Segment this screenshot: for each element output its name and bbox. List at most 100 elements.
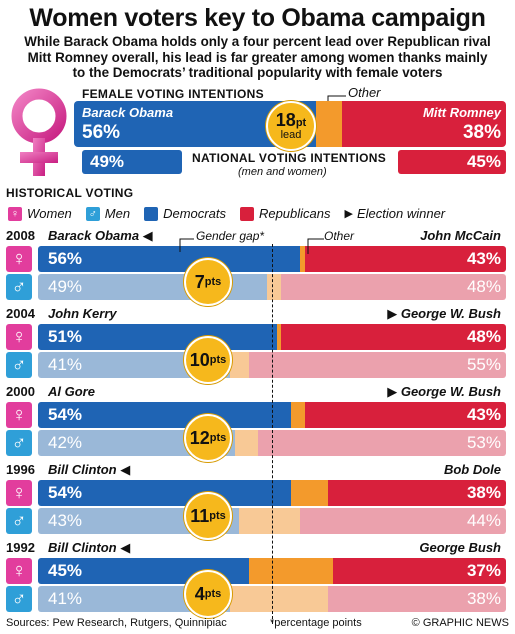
women-dem-pct: 56% xyxy=(48,249,83,268)
dem-segment xyxy=(38,508,240,534)
dem-segment xyxy=(38,274,268,300)
legend-women-label: Women xyxy=(27,206,72,221)
male-symbol-icon: ♂ xyxy=(6,508,32,534)
gender-gap-badge: 10 pts xyxy=(184,336,232,384)
dem-segment xyxy=(38,586,230,612)
rep-segment xyxy=(281,324,506,350)
women-rep-pct: 43% xyxy=(466,249,501,268)
female-dem-name: Barack Obama xyxy=(82,105,174,120)
fifty-percent-line xyxy=(272,244,273,624)
legend-men-label: Men xyxy=(104,206,131,221)
men-bar xyxy=(38,274,506,300)
footer-credit: © GRAPHIC NEWS xyxy=(411,617,509,629)
gap-number: 4 xyxy=(194,583,205,604)
women-bar xyxy=(38,402,506,428)
dem-segment xyxy=(38,352,230,378)
rep-segment xyxy=(328,586,506,612)
national-rep-bar xyxy=(398,150,506,174)
gap-number: 11 xyxy=(190,505,210,526)
rep-segment xyxy=(257,430,506,456)
gap-unit: pts xyxy=(209,510,226,522)
female-other-segment xyxy=(315,101,342,147)
legend-winner-label: Election winner xyxy=(356,206,446,221)
historical-heading: HISTORICAL VOTING xyxy=(6,186,134,200)
dem-candidate-name: John Kerry xyxy=(48,306,117,321)
legend-democrats: Democrats xyxy=(144,206,226,221)
other-segment xyxy=(248,558,333,584)
rep-segment xyxy=(304,246,506,272)
women-rep-pct: 38% xyxy=(466,483,501,502)
female-symbol-icon: ♀ xyxy=(6,480,32,506)
legend-republicans: Republicans xyxy=(239,206,331,221)
other-segment xyxy=(276,324,282,350)
rep-segment xyxy=(281,274,506,300)
rep-segment xyxy=(300,508,506,534)
rep-segment xyxy=(304,402,506,428)
national-intentions-sub: (men and women) xyxy=(238,166,327,178)
legend-republicans-label: Republicans xyxy=(258,206,331,221)
rep-segment xyxy=(328,480,506,506)
women-bar xyxy=(38,558,506,584)
year-label: 2000 xyxy=(6,384,35,399)
gender-gap-badge: 12 pts xyxy=(184,414,232,462)
men-dem-pct: 41% xyxy=(48,355,83,374)
men-dem-pct: 41% xyxy=(48,589,83,608)
legend-democrats-label: Democrats xyxy=(163,206,226,221)
dem-candidate-name: Al Gore xyxy=(48,384,95,399)
legend-women: ♀ Women xyxy=(8,206,72,221)
year-label: 1996 xyxy=(6,462,35,477)
men-dem-pct: 42% xyxy=(48,433,83,452)
male-symbol-icon: ♂ xyxy=(6,352,32,378)
female-lead-badge: 18pt lead xyxy=(266,101,316,151)
male-symbol-icon: ♂ xyxy=(6,274,32,300)
gap-unit: pts xyxy=(209,354,227,366)
dem-segment xyxy=(38,558,249,584)
historical-other-label: Other xyxy=(324,229,355,243)
female-symbol-icon: ♀ xyxy=(6,402,32,428)
men-dem-pct: 49% xyxy=(48,277,83,296)
female-rep-segment xyxy=(341,101,506,147)
national-rep-pct: 45% xyxy=(466,152,501,171)
republican-swatch xyxy=(239,206,254,221)
year-label: 2008 xyxy=(6,228,35,243)
male-symbol-icon: ♂ xyxy=(85,206,100,221)
democrat-swatch xyxy=(144,206,159,221)
male-symbol-icon: ♂ xyxy=(6,430,32,456)
female-symbol-icon xyxy=(11,88,67,176)
women-dem-pct: 54% xyxy=(48,483,83,502)
dem-segment xyxy=(38,402,291,428)
gap-unit: pts xyxy=(204,588,222,600)
women-bar xyxy=(38,480,506,506)
women-rep-pct: 43% xyxy=(466,405,501,424)
gender-gap-label: Gender gap* xyxy=(196,229,265,243)
men-bar xyxy=(38,586,506,612)
gender-gap-badge: 11 pts xyxy=(184,492,232,540)
female-symbol-icon: ♀ xyxy=(6,324,32,350)
men-dem-pct: 43% xyxy=(48,511,83,530)
other-segment xyxy=(234,430,258,456)
other-segment xyxy=(290,402,305,428)
dem-segment xyxy=(38,430,235,456)
men-bar xyxy=(38,352,506,378)
lead-number: 18 xyxy=(275,110,296,130)
other-segment xyxy=(267,274,282,300)
rep-candidate-name: ▶ George W. Bush xyxy=(387,384,501,399)
gap-number: 12 xyxy=(189,427,210,448)
other-segment xyxy=(239,508,301,534)
legend-winner: ▶ Election winner xyxy=(345,206,446,221)
men-rep-pct: 44% xyxy=(466,511,501,530)
rep-segment xyxy=(248,352,506,378)
other-label: Other xyxy=(348,85,381,100)
women-dem-pct: 51% xyxy=(48,327,83,346)
subtitle: While Barack Obama holds only a four per… xyxy=(0,34,515,81)
women-bar xyxy=(38,324,506,350)
legend-men: ♂ Men xyxy=(85,206,131,221)
gap-number: 7 xyxy=(194,271,205,292)
footer-sources: Sources: Pew Research, Rutgers, Quinnipi… xyxy=(6,617,227,629)
lead-word: lead xyxy=(280,129,302,141)
subtitle-line: Mitt Romney overall, his lead is far gre… xyxy=(27,49,488,65)
national-intentions-heading: NATIONAL VOTING INTENTIONS xyxy=(192,151,387,165)
men-bar xyxy=(38,508,506,534)
men-rep-pct: 53% xyxy=(466,433,501,452)
female-intentions-heading: FEMALE VOTING INTENTIONS xyxy=(82,87,264,101)
